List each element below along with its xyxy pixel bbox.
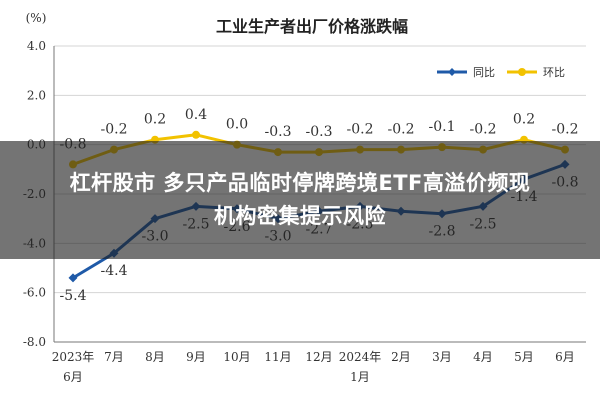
y-tick-label: -6.0 bbox=[23, 286, 46, 300]
y-tick-label: -8.0 bbox=[23, 335, 46, 349]
data-label-mom: -0.2 bbox=[470, 122, 497, 138]
x-tick-label: 8月 bbox=[145, 350, 165, 364]
x-tick-label: 7月 bbox=[104, 350, 124, 364]
legend-label: 同比 bbox=[473, 66, 495, 79]
data-label-mom: -0.2 bbox=[101, 122, 128, 138]
x-tick-label: 12月 bbox=[305, 350, 332, 364]
data-label-yoy: -4.4 bbox=[101, 263, 128, 279]
headline-line-1[interactable]: 杠杆股市 多只产品临时停牌跨境ETF高溢价频现 bbox=[69, 171, 531, 195]
x-tick-label: 10月 bbox=[223, 350, 250, 364]
legend-marker bbox=[518, 68, 526, 76]
x-tick-label: 6月 bbox=[63, 370, 83, 384]
legend-marker bbox=[448, 68, 456, 76]
data-point-yoy bbox=[68, 273, 78, 283]
data-label-mom: -0.1 bbox=[429, 119, 456, 135]
x-tick-label: 5月 bbox=[514, 350, 534, 364]
y-axis-unit: (%) bbox=[26, 11, 47, 25]
legend-label: 环比 bbox=[543, 66, 565, 79]
x-tick-label: 3月 bbox=[432, 350, 452, 364]
x-tick-label: 6月 bbox=[555, 350, 575, 364]
data-label-mom: 0.2 bbox=[144, 112, 166, 128]
x-tick-label: 11月 bbox=[264, 350, 291, 364]
data-label-mom: -0.3 bbox=[265, 124, 292, 140]
x-tick-label: 2月 bbox=[391, 350, 411, 364]
headline-overlay[interactable]: 杠杆股市 多只产品临时停牌跨境ETF高溢价频现 机构密集提示风险 bbox=[0, 141, 600, 259]
data-label-mom: -0.2 bbox=[347, 122, 374, 138]
data-label-mom: -0.3 bbox=[306, 124, 333, 140]
data-point-mom bbox=[192, 130, 200, 139]
data-label-yoy: -5.4 bbox=[60, 288, 87, 304]
data-label-mom: 0.0 bbox=[226, 117, 248, 133]
data-label-mom: 0.2 bbox=[513, 112, 535, 128]
data-label-mom: -0.2 bbox=[552, 122, 579, 138]
x-tick-label: 1月 bbox=[350, 370, 370, 384]
headline-line-2[interactable]: 机构密集提示风险 bbox=[214, 204, 386, 228]
chart-title: 工业生产者出厂价格涨跌幅 bbox=[216, 17, 408, 36]
y-tick-label: 2.0 bbox=[27, 88, 46, 102]
data-label-mom: -0.2 bbox=[388, 122, 415, 138]
x-tick-label: 9月 bbox=[186, 350, 206, 364]
x-tick-label: 2023年 bbox=[52, 350, 95, 364]
x-tick-label: 2024年 bbox=[339, 350, 382, 364]
y-tick-label: 4.0 bbox=[27, 39, 46, 53]
data-label-mom: 0.4 bbox=[185, 107, 207, 123]
x-tick-label: 4月 bbox=[473, 350, 493, 364]
legend: 同比 环比 bbox=[437, 66, 565, 79]
